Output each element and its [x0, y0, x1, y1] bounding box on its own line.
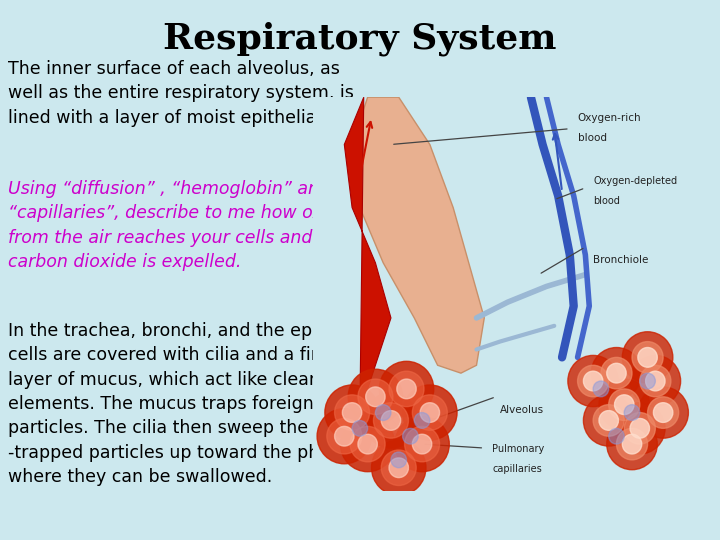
Circle shape: [420, 403, 440, 422]
Circle shape: [405, 427, 439, 462]
FancyBboxPatch shape: [313, 97, 702, 491]
Text: blood: blood: [593, 196, 620, 206]
Circle shape: [382, 410, 401, 430]
Circle shape: [647, 397, 679, 428]
Circle shape: [413, 395, 447, 430]
Circle shape: [638, 387, 688, 438]
Circle shape: [335, 427, 354, 446]
Circle shape: [358, 379, 393, 415]
Circle shape: [577, 365, 608, 397]
Circle shape: [583, 395, 634, 446]
Text: Using “diffusion” , “hemoglobin” and
“capillaries”, describe to me how oxygen
fr: Using “diffusion” , “hemoglobin” and “ca…: [8, 180, 366, 271]
Circle shape: [593, 381, 608, 397]
Circle shape: [375, 404, 391, 421]
Circle shape: [632, 342, 663, 373]
Text: Pulmonary: Pulmonary: [492, 444, 544, 454]
Circle shape: [568, 355, 618, 407]
Circle shape: [327, 418, 361, 454]
Polygon shape: [344, 97, 391, 413]
Circle shape: [389, 458, 408, 477]
Circle shape: [402, 385, 457, 440]
Circle shape: [615, 395, 634, 415]
Circle shape: [325, 385, 379, 440]
Circle shape: [402, 428, 418, 444]
Text: Oxygen-rich: Oxygen-rich: [577, 113, 642, 123]
Circle shape: [348, 369, 402, 424]
Text: In the trachea, bronchi, and the epithelial
cells are covered with cilia and a f: In the trachea, bronchi, and the epithel…: [8, 322, 372, 486]
Circle shape: [366, 387, 385, 407]
Circle shape: [646, 371, 665, 391]
Circle shape: [389, 371, 424, 407]
Circle shape: [599, 410, 618, 430]
Circle shape: [341, 416, 395, 472]
Circle shape: [608, 389, 640, 421]
Circle shape: [630, 355, 680, 407]
Text: capillaries: capillaries: [492, 464, 541, 474]
Circle shape: [601, 357, 632, 389]
Circle shape: [622, 434, 642, 454]
Circle shape: [640, 373, 655, 389]
Circle shape: [607, 363, 626, 383]
Text: Respiratory System: Respiratory System: [163, 22, 557, 57]
Circle shape: [654, 403, 673, 422]
Circle shape: [358, 434, 377, 454]
Circle shape: [414, 413, 430, 428]
Circle shape: [350, 427, 385, 462]
Circle shape: [593, 404, 624, 436]
Polygon shape: [352, 97, 485, 373]
Circle shape: [616, 428, 647, 460]
Circle shape: [374, 403, 408, 438]
Text: Bronchiole: Bronchiole: [593, 255, 649, 265]
Circle shape: [391, 452, 407, 468]
Circle shape: [622, 332, 673, 383]
Circle shape: [379, 361, 433, 416]
Circle shape: [352, 421, 368, 436]
Circle shape: [583, 371, 603, 391]
Circle shape: [624, 404, 640, 421]
Circle shape: [630, 418, 649, 438]
Circle shape: [382, 450, 416, 485]
Circle shape: [364, 393, 418, 448]
Circle shape: [591, 348, 642, 399]
Circle shape: [640, 365, 671, 397]
Circle shape: [615, 403, 665, 454]
Circle shape: [372, 440, 426, 495]
Circle shape: [317, 409, 372, 464]
Circle shape: [335, 395, 369, 430]
Circle shape: [638, 348, 657, 367]
Circle shape: [395, 416, 449, 472]
Circle shape: [413, 434, 432, 454]
Circle shape: [624, 413, 655, 444]
Text: The inner surface of each alveolus, as
well as the entire respiratory system, is: The inner surface of each alveolus, as w…: [8, 60, 372, 126]
Circle shape: [343, 403, 362, 422]
Text: Alveolus: Alveolus: [500, 404, 544, 415]
Circle shape: [608, 428, 624, 444]
Text: Oxygen-depleted: Oxygen-depleted: [593, 176, 678, 186]
Circle shape: [599, 379, 649, 430]
Circle shape: [607, 418, 657, 470]
Text: blood: blood: [577, 133, 606, 143]
Circle shape: [397, 379, 416, 399]
